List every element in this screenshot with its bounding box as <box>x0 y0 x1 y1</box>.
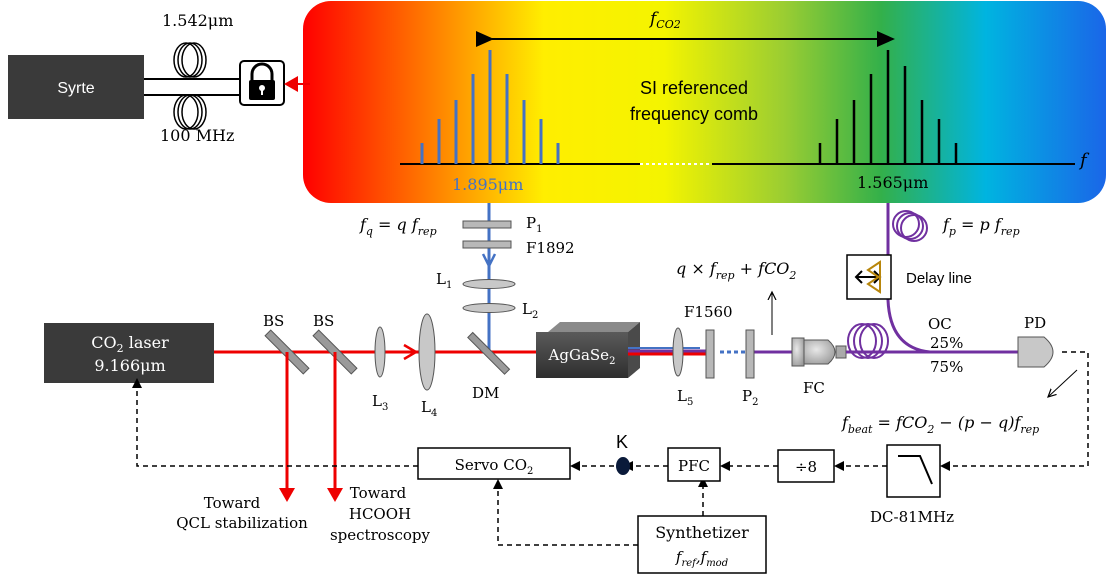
l4-label: L4 <box>421 398 437 419</box>
lens-l5 <box>672 327 684 377</box>
qcl-arrow-head <box>279 488 295 502</box>
fc-label: FC <box>803 379 825 397</box>
divider-box <box>777 449 835 483</box>
p1-label: P1 <box>526 214 542 235</box>
beat-pointer <box>1048 369 1078 397</box>
oc-label: OC <box>928 315 952 333</box>
delay-line-icon <box>846 254 892 300</box>
oc-25-label: 25% <box>930 334 963 352</box>
fp-equation: fp = p frep <box>942 215 1020 238</box>
synthesizer-label-2: fref,fmod <box>675 548 728 569</box>
qcl-text-2: QCL stabilization <box>176 514 308 532</box>
l3-label: L3 <box>372 392 388 413</box>
delay-line-label: Delay line <box>906 270 972 287</box>
k-switch <box>616 457 630 475</box>
photodiode <box>1017 336 1054 368</box>
servo-label: Servo CO2 <box>455 456 534 477</box>
bs1-label: BS <box>263 312 284 330</box>
polarizer-p2 <box>745 329 755 379</box>
filter-f1560 <box>705 329 715 379</box>
fiber-coupler <box>791 337 847 367</box>
fiber-coil-top-icon <box>173 42 207 78</box>
synthesizer-box <box>637 515 767 574</box>
fiber-coil-purple-icon <box>847 323 889 359</box>
syrte-rate: 100 MHz <box>160 126 234 145</box>
divider-label: ÷8 <box>795 458 817 476</box>
l2-label: L2 <box>522 300 538 321</box>
servo-box <box>417 447 571 480</box>
pfc-label: PFC <box>678 457 710 475</box>
lens-l1 <box>462 279 516 289</box>
left-wavelength: 1.895μm <box>452 175 523 194</box>
hcooh-text-1: Toward <box>350 484 407 502</box>
l5-label: L5 <box>677 387 693 408</box>
comb-teeth-left <box>420 50 560 164</box>
polarizer-p1 <box>462 220 512 229</box>
lens-l4 <box>418 313 436 391</box>
syrte-label: Syrte <box>57 80 94 97</box>
comb-title-1: SI referenced <box>640 78 748 98</box>
dichroic-mirror <box>467 331 511 375</box>
bs2-label: BS <box>313 312 334 330</box>
filter-f1892 <box>462 240 512 249</box>
syrte-box <box>8 55 144 119</box>
fq-equation: fq = q frep <box>359 215 437 238</box>
hcooh-text-2: HCOOH <box>349 505 411 523</box>
fiber-coil-top-purple-icon <box>892 210 928 242</box>
lock-icon <box>239 60 285 106</box>
right-wavelength: 1.565μm <box>857 173 928 192</box>
comb-teeth-right <box>818 50 958 164</box>
pd-label: PD <box>1024 314 1046 332</box>
lowpass-filter-icon <box>898 455 933 485</box>
f1560-label: F1560 <box>684 303 733 321</box>
oc-75-label: 75% <box>930 358 963 376</box>
hcooh-text-3: spectroscopy <box>330 526 431 544</box>
co2-laser-line2: 9.166μm <box>94 356 165 375</box>
comb-title-2: frequency comb <box>630 104 758 124</box>
pfc-box <box>667 447 721 482</box>
syrte-wavelength: 1.542μm <box>162 11 233 30</box>
co2-laser-box <box>44 323 214 383</box>
qcl-text-1: Toward <box>204 494 261 512</box>
k-label: K <box>616 432 628 452</box>
lowpass-filter-box <box>886 444 941 498</box>
p2-label: P2 <box>742 387 758 408</box>
co2-laser-line1: CO2 laser <box>91 333 169 355</box>
agGaSe2-crystal <box>536 322 640 378</box>
beat-equation: fbeat = fCO2 − (p − q)frep <box>841 413 1039 436</box>
f1892-label: F1892 <box>526 239 575 257</box>
synthesizer-label-1: Synthetizer <box>655 523 749 542</box>
fiber-coil-bottom-icon <box>173 94 207 130</box>
red-beam-arrow <box>403 343 419 361</box>
lens-l2 <box>462 303 516 313</box>
fco2-label: fCO2 <box>648 9 681 31</box>
l1-label: L1 <box>436 270 452 291</box>
sum-frequency-equation: q × frep + fCO2 <box>676 259 796 282</box>
filter-label: DC-81MHz <box>870 508 954 526</box>
blue-beam-arrow <box>481 253 497 269</box>
comb-panel <box>303 1 1106 203</box>
crystal-label: AgGaSe2 <box>548 346 616 367</box>
purple-fiber-from-comb <box>886 203 931 354</box>
signal-paths <box>136 351 1089 546</box>
lens-l3 <box>374 326 386 378</box>
dm-label: DM <box>472 384 499 402</box>
hcooh-arrow-head <box>327 488 343 502</box>
